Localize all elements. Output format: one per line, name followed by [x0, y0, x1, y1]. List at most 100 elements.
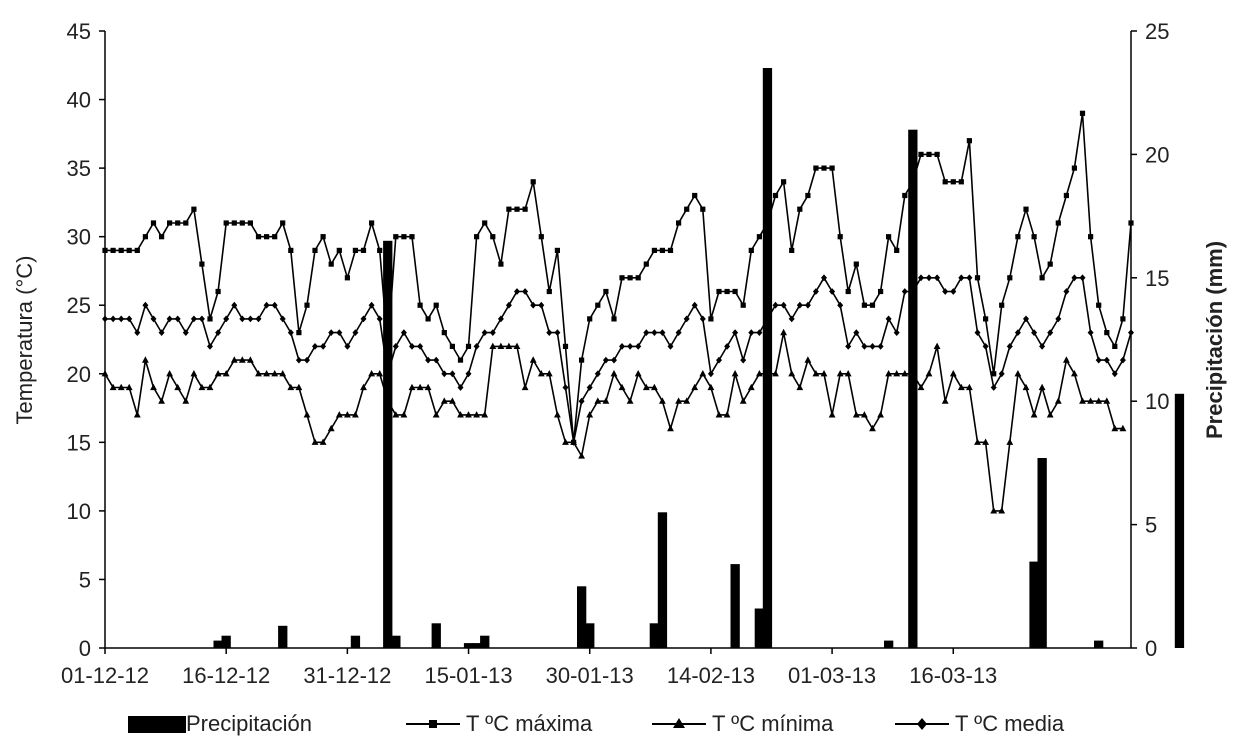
marker-media: [328, 329, 335, 336]
marker-media: [336, 329, 343, 336]
marker-max: [562, 343, 569, 349]
temperature-lines: [101, 110, 1134, 514]
marker-min: [707, 383, 715, 391]
marker-max: [231, 220, 237, 226]
marker-max: [942, 179, 948, 185]
marker-min: [416, 383, 424, 391]
marker-min: [505, 342, 513, 349]
marker-min: [360, 383, 367, 391]
marker-min: [545, 370, 553, 377]
marker-media: [578, 397, 585, 405]
marker-min: [861, 411, 868, 418]
marker-min: [675, 397, 682, 404]
marker-media: [344, 343, 351, 350]
marker-min: [691, 383, 699, 391]
y-left-tick-label: 45: [67, 19, 91, 44]
marker-max: [514, 206, 520, 212]
legend-bar-swatch: [128, 715, 186, 733]
marker-max: [1112, 343, 1118, 349]
marker-media: [788, 315, 795, 323]
marker-media: [215, 329, 222, 336]
marker-min: [586, 411, 594, 418]
marker-media: [821, 274, 827, 282]
marker-max: [716, 288, 722, 295]
y-right-tick-label: 10: [1145, 389, 1169, 414]
marker-max: [425, 316, 431, 322]
marker-min: [1119, 424, 1127, 432]
precipitation-bar: [463, 643, 474, 648]
marker-max: [546, 288, 552, 295]
marker-max: [280, 220, 286, 226]
x-tick-label: 16-12-12: [182, 663, 270, 688]
marker-max: [490, 234, 496, 240]
marker-max: [684, 206, 690, 212]
marker-min: [174, 383, 182, 391]
marker-media: [182, 329, 189, 336]
marker-max: [781, 179, 787, 185]
y-left-tick-label: 20: [67, 362, 91, 387]
marker-media: [1014, 329, 1021, 336]
precipitation-bar: [1094, 640, 1104, 648]
marker-max: [772, 192, 779, 199]
legend-item-t-minima: T ºC mínima: [652, 704, 833, 744]
marker-media: [368, 301, 375, 309]
marker-max: [974, 275, 981, 281]
marker-media: [562, 384, 569, 391]
marker-max: [902, 192, 908, 199]
marker-media: [740, 356, 747, 364]
axes: 0 5 10 15 20 25 30 35 40 45 0 5 10 15 20 25 01-12-12 16-1…: [61, 19, 1170, 688]
marker-max: [764, 220, 771, 226]
marker-min: [731, 370, 739, 377]
marker-media: [1047, 329, 1054, 336]
marker-min: [634, 370, 642, 377]
precipitation-bar: [350, 635, 361, 648]
x-tick-label: 30-01-13: [546, 663, 634, 688]
marker-min: [723, 411, 731, 418]
marker-min: [279, 370, 287, 377]
marker-min: [877, 411, 884, 418]
marker-media: [901, 288, 908, 295]
marker-max: [619, 275, 625, 281]
marker-max: [1071, 165, 1077, 171]
marker-max: [603, 288, 609, 295]
precipitation-bar: [762, 68, 773, 648]
marker-min: [772, 370, 779, 377]
marker-max: [409, 234, 415, 240]
marker-max: [910, 179, 916, 185]
marker-media: [699, 315, 706, 323]
marker-media: [134, 329, 141, 336]
marker-media: [611, 356, 617, 364]
y-right-tick-label: 25: [1145, 19, 1169, 44]
marker-media: [538, 301, 545, 309]
marker-media: [304, 356, 310, 364]
marker-min: [465, 411, 472, 418]
legend-label: T ºC mínima: [712, 711, 834, 736]
marker-max: [449, 343, 455, 349]
marker-max: [934, 151, 940, 157]
marker-max: [247, 220, 253, 226]
marker-max: [918, 151, 924, 157]
marker-max: [498, 261, 504, 267]
marker-min: [683, 397, 691, 404]
marker-min: [513, 342, 521, 349]
marker-media: [126, 315, 133, 323]
marker-max: [1039, 275, 1045, 281]
marker-media: [683, 315, 690, 323]
marker-max: [142, 234, 148, 240]
marker-max: [1120, 316, 1126, 322]
marker-min: [521, 383, 529, 391]
legend-label: T ºC máxima: [466, 711, 593, 736]
marker-min: [1087, 397, 1094, 404]
marker-media: [651, 329, 658, 336]
marker-media: [166, 315, 173, 323]
marker-min: [222, 370, 230, 377]
legend: Precipitación T ºC máxima T ºC mínima T …: [0, 704, 1233, 744]
marker-max: [150, 220, 157, 226]
marker-min: [368, 370, 375, 377]
marker-max: [159, 234, 165, 240]
marker-media: [893, 329, 900, 336]
marker-min: [796, 383, 804, 391]
marker-media: [1103, 356, 1110, 364]
marker-max: [829, 165, 835, 171]
marker-min: [982, 438, 989, 445]
